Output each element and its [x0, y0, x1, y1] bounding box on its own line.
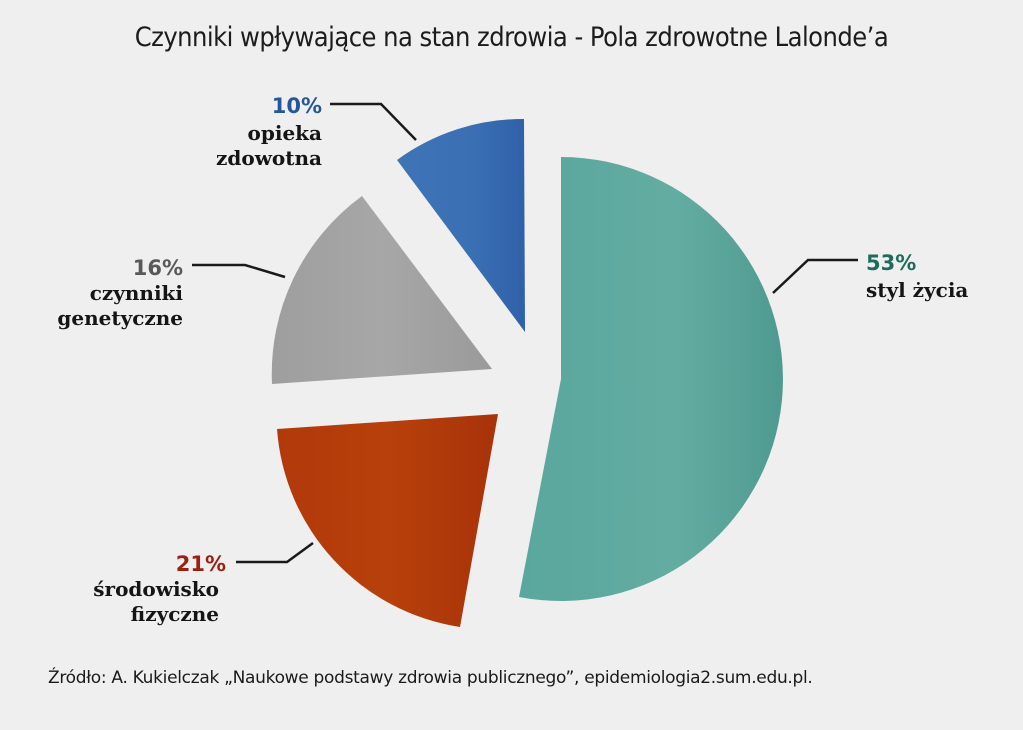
label-opieka: opieka [248, 121, 323, 145]
pct-label-srodowisko: 21% [176, 552, 226, 576]
leader-line-gray [192, 263, 286, 279]
label-styl-zycia: styl życia [866, 278, 968, 302]
leader-line-blue [330, 102, 417, 141]
label-fizyczne: fizyczne [131, 602, 219, 626]
pct-label-genetyczne: 16% [133, 256, 183, 280]
label-srodowisko: środowisko [93, 577, 219, 601]
chart-title: Czynniki wpływające na stan zdrowia - Po… [134, 22, 889, 53]
slice-styl-zycia [519, 157, 783, 601]
slice-czynniki-genetyczne [271, 196, 492, 384]
leader-line-orange [236, 541, 314, 564]
pct-label-styl-zycia: 53% [866, 251, 916, 275]
slice-srodowisko-fizyczne [277, 414, 498, 627]
leader-line-teal [772, 258, 858, 294]
slice-opieka-zdrowotna [397, 118, 525, 332]
source-note: Źródło: A. Kukielczak „Naukowe podstawy … [48, 668, 813, 688]
label-zdowotna: zdowotna [216, 146, 322, 170]
pct-label-opieka: 10% [272, 94, 322, 118]
label-genetyczne: genetyczne [57, 306, 183, 330]
label-czynniki: czynniki [90, 281, 184, 305]
